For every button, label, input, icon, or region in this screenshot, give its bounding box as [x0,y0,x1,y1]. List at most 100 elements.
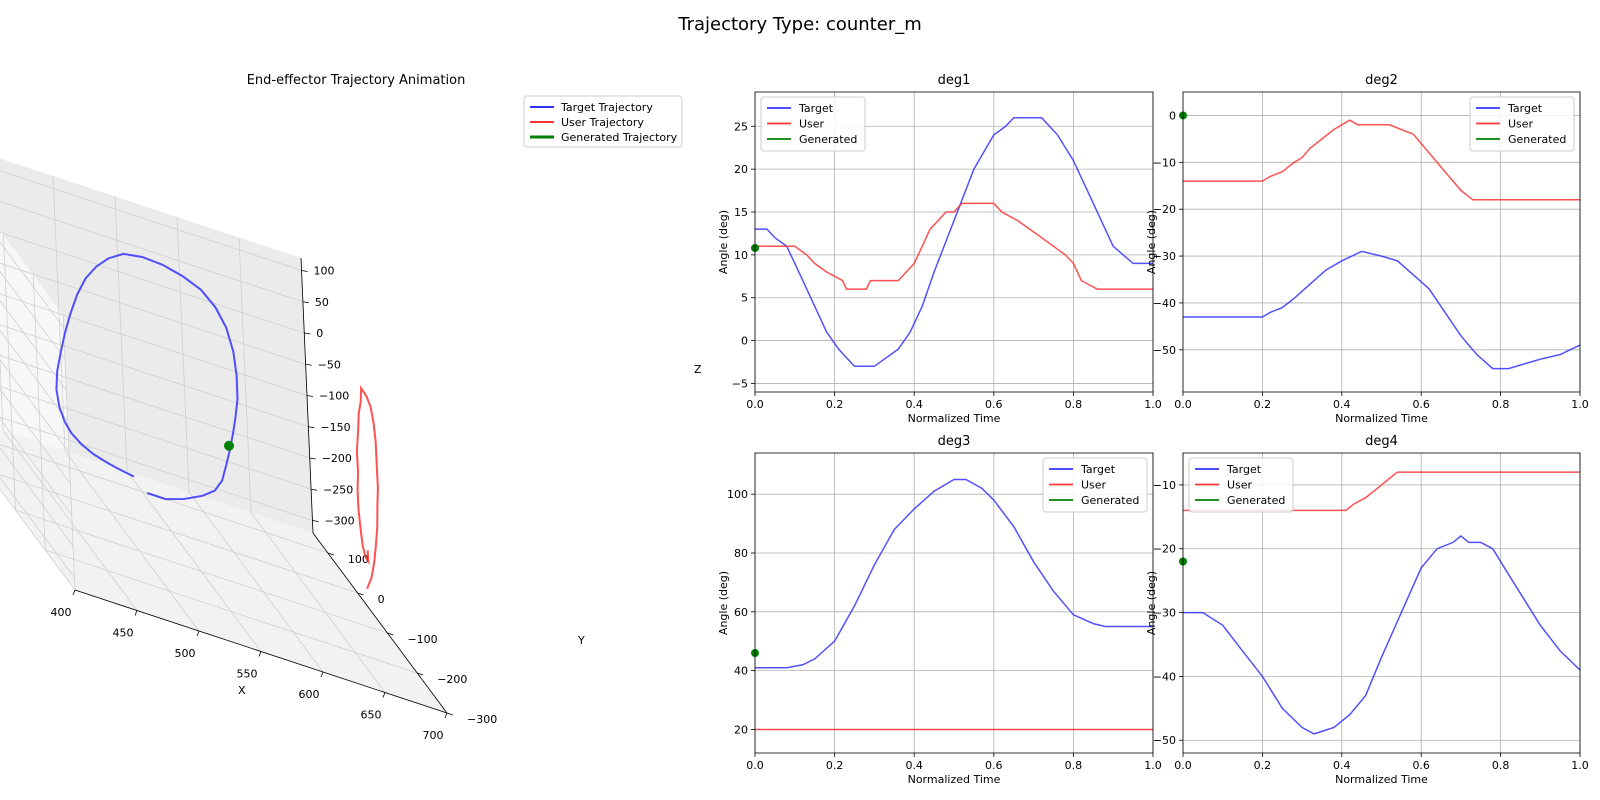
y-tick-label: 0 [378,593,385,606]
y-tick-label: 0 [1169,109,1176,122]
deg1-panel: 0.0 0.2 0.4 0.6 0.8 1.0 −5 0 5 10 15 20 25 deg1 Normal… [717,73,1162,425]
z-tick-mark [311,488,318,491]
legend-label: User Trajectory [561,116,644,129]
x-gridline-floor [64,450,200,632]
y-axis-label: Angle (deg) [717,571,730,635]
chart-title: End-effector Trajectory Animation [247,73,466,88]
z-gridline-side [0,417,73,516]
z-tick-mark [304,332,311,335]
axes-frame [754,91,1154,393]
legend-label: Generated [1081,494,1139,507]
user-line [1183,119,1580,201]
y-tick-label: 60 [734,606,748,619]
x-tick-label: 0.6 [985,398,1003,411]
y-axis-label: Y [577,634,585,647]
legend-label: Generated Trajectory [561,131,678,144]
floor-pane [0,429,447,713]
x-tick-mark [320,671,324,678]
y-tick-label: −30 [1153,250,1176,263]
z-gridline-back [0,416,313,521]
x-gridline-floor [188,491,324,673]
x-tick-label: 0.4 [1333,759,1351,772]
y-tick-label: 20 [734,163,748,176]
x-axis-label: Normalized Time [1335,412,1428,425]
x-tick-label: 0.8 [1492,759,1510,772]
y-gridline-floor [0,444,329,554]
z-tick-label: −50 [318,358,341,371]
x-tick-label: 0.4 [905,398,923,411]
z-tick-mark [308,426,315,429]
axes-frame [1182,91,1581,393]
legend-label: User [1081,479,1107,492]
z-gridline-back [0,170,302,271]
legend-box [1042,457,1148,513]
target-line [755,116,1153,368]
figure-title: Trajectory Type: counter_m [677,14,922,35]
y-tick-label: −200 [437,673,467,686]
x-tick-mark [258,651,262,657]
legend-label: User [799,118,825,131]
z-tick-label: −200 [322,452,352,465]
legend: Target Trajectory User Trajectory Generate… [523,95,683,148]
x-tick-label: 0.0 [746,398,764,411]
z-gridline-back [0,231,305,334]
z-gridline-side [0,300,67,391]
z-tick-mark [309,457,316,460]
legend-label: User [1508,118,1534,131]
z-tick-label: −300 [324,515,354,528]
z-gridline-back [0,293,308,396]
chart-title: deg4 [1365,434,1398,449]
x-tick-label: 700 [423,729,444,742]
x-tick-label: 0.4 [1333,398,1351,411]
z-tick-label: −250 [323,483,353,496]
z-gridline-side [0,359,70,453]
y-tick-label: 40 [734,665,748,678]
z-tick-mark [306,395,314,397]
x-tick-label: 0.8 [1065,398,1083,411]
chart-title: deg3 [938,434,971,449]
chart-title: deg2 [1365,73,1398,88]
y-tick-label: 10 [734,249,748,262]
x-tick-label: 1.0 [1144,398,1162,411]
trajectory-3d-panel: End-effector Trajectory Animation 400 450… [0,73,702,742]
z-tick-label: −150 [320,421,350,434]
deg3-panel: 0.0 0.2 0.4 0.6 0.8 1.0 20 40 60 80 100 deg3 Normali… [717,434,1162,786]
y-tick-label: −10 [1153,479,1176,492]
x-tick-mark [444,712,448,719]
z-gridline-back [0,385,312,490]
y-axis-ticks: −300 −200 −100 0 100 [327,552,497,726]
x-tick-label: 1.0 [1144,759,1162,772]
legend-label: Target Trajectory [560,101,653,114]
legend-label: Target [1507,102,1543,115]
y-axis-label: Angle (deg) [717,210,730,274]
y-tick-mark [387,632,394,636]
z-tick-label: 100 [314,265,335,278]
x-tick-mark [382,692,386,698]
y-axis-line [312,532,448,714]
x-tick-label: 0.0 [746,759,764,772]
y-gridline-floor [0,474,358,594]
x-tick-label: 0.2 [826,398,844,411]
y-gridline-floor [15,509,388,634]
y-axis-label: Angle (deg) [1145,571,1158,635]
x-tick-mark [196,630,200,637]
target-line [1183,535,1581,735]
x-gridline-back [0,352,4,431]
x-tick-label: 0.8 [1492,398,1510,411]
x-tick-label: 500 [175,647,196,660]
y-tick-label: −50 [1153,734,1176,747]
user-trajectory-line [355,385,379,590]
y-tick-label: 15 [734,206,748,219]
target-line [1183,250,1581,370]
x-tick-label: 0.4 [905,759,923,772]
z-tick-mark [312,520,319,522]
z-tick-label: 0 [316,327,323,340]
x-axis-label: Normalized Time [908,412,1001,425]
y-tick-label: 0 [741,335,748,348]
y-tick-label: 100 [348,553,369,566]
z-gridline-back [0,324,309,428]
legend-label: Generated [1227,494,1285,507]
legend-label: Target [1226,463,1262,476]
y-tick-label: −30 [1153,607,1176,620]
